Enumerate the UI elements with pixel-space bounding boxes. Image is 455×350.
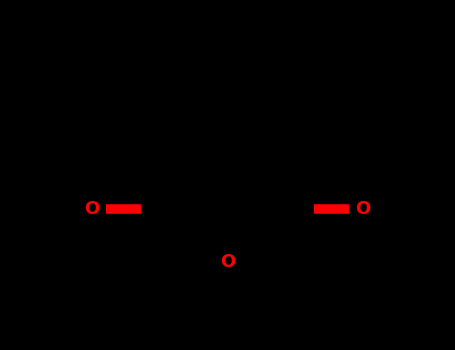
Text: O: O: [85, 200, 100, 218]
Text: O: O: [220, 253, 235, 271]
Text: O: O: [355, 200, 370, 218]
